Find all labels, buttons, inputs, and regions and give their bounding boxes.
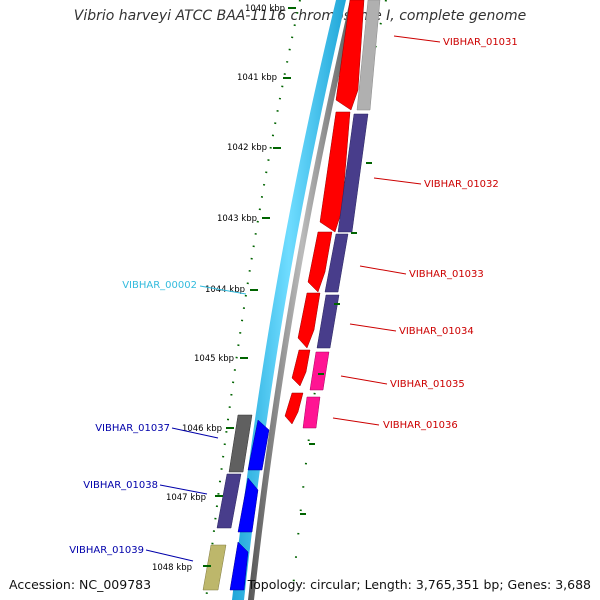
- tick-1042: 1042 kbp: [227, 143, 281, 153]
- tick-1044: 1044 kbp: [205, 285, 258, 295]
- backbone-track: [248, 0, 356, 600]
- cds-VIBHAR_01035[interactable]: [291, 349, 311, 387]
- gene-label-VIBHAR_01032[interactable]: VIBHAR_01032: [373, 177, 499, 190]
- genome-summary: Topology: circular; Length: 3,765,351 bp…: [247, 577, 591, 592]
- tick-1040: 1040 kbp: [245, 4, 296, 14]
- map-title: Vibrio harveyi ATCC BAA-1116 chromosome …: [73, 8, 527, 24]
- gene-name[interactable]: VIBHAR_01038: [83, 480, 158, 491]
- cog-box-VIBHAR_01034[interactable]: [316, 294, 340, 349]
- gene-label-VIBHAR_01037[interactable]: VIBHAR_01037: [95, 423, 219, 439]
- tick-label: 1041 kbp: [237, 73, 277, 83]
- cds-VIBHAR_01034[interactable]: [297, 292, 321, 349]
- tick-label: 1047 kbp: [166, 493, 206, 503]
- tick-1047: 1047 kbp: [166, 493, 223, 503]
- gene-label-VIBHAR_01036[interactable]: VIBHAR_01036: [332, 417, 458, 431]
- accession-text: Accession: NC_009783: [9, 577, 152, 592]
- cog-box-VIBHAR_01031[interactable]: [356, 0, 381, 111]
- gene-name[interactable]: VIBHAR_00002: [122, 280, 197, 291]
- cog-ruler-ticks: [300, 162, 372, 515]
- gene-name[interactable]: VIBHAR_01039: [69, 545, 144, 556]
- gene-name[interactable]: VIBHAR_01031: [443, 37, 518, 48]
- gene-name[interactable]: VIBHAR_01037: [95, 423, 170, 434]
- gene-name[interactable]: VIBHAR_01033: [409, 269, 484, 280]
- tick-1048: 1048 kbp: [152, 563, 211, 573]
- cog-box-VIBHAR_01039[interactable]: [202, 544, 227, 591]
- tick-label: 1040 kbp: [245, 4, 285, 14]
- cds-VIBHAR_01038[interactable]: [237, 477, 259, 533]
- cog-box-VIBHAR_01036[interactable]: [302, 396, 321, 429]
- tick-label: 1042 kbp: [227, 143, 267, 153]
- tick-label: 1043 kbp: [217, 214, 257, 224]
- tick-1043: 1043 kbp: [217, 214, 270, 224]
- cds-VIBHAR_01036[interactable]: [284, 392, 304, 425]
- tick-label: 1046 kbp: [182, 424, 222, 434]
- gene-name[interactable]: VIBHAR_01036: [383, 420, 458, 431]
- tick-label: 1045 kbp: [194, 354, 234, 364]
- cds-VIBHAR_01039[interactable]: [229, 541, 249, 591]
- cog-box-VIBHAR_01033[interactable]: [324, 233, 349, 293]
- tick-1045: 1045 kbp: [194, 354, 248, 364]
- tick-label: 1048 kbp: [152, 563, 192, 573]
- gene-label-VIBHAR_01034[interactable]: VIBHAR_01034: [349, 323, 474, 337]
- gene-label-VIBHAR_01038[interactable]: VIBHAR_01038: [83, 480, 208, 495]
- cds-VIBHAR_01037[interactable]: [247, 419, 270, 471]
- gene-name[interactable]: VIBHAR_01032: [424, 179, 499, 190]
- gene-label-VIBHAR_00002[interactable]: VIBHAR_00002: [122, 280, 247, 295]
- gene-name[interactable]: VIBHAR_01035: [390, 379, 465, 390]
- cog-box-VIBHAR_01037[interactable]: [228, 414, 253, 473]
- cds-VIBHAR_01033[interactable]: [307, 231, 333, 293]
- gene-name[interactable]: VIBHAR_01034: [399, 326, 474, 337]
- cog-box-VIBHAR_01038[interactable]: [216, 473, 242, 529]
- tick-1041: 1041 kbp: [237, 73, 291, 83]
- gene-label-VIBHAR_01031[interactable]: VIBHAR_01031: [393, 35, 518, 48]
- tick-1046: 1046 kbp: [182, 424, 234, 434]
- cds-VIBHAR_01031[interactable]: [335, 0, 365, 111]
- gene-label-VIBHAR_01039[interactable]: VIBHAR_01039: [69, 545, 194, 562]
- gene-label-VIBHAR_01033[interactable]: VIBHAR_01033: [359, 265, 484, 280]
- gene-label-VIBHAR_01035[interactable]: VIBHAR_01035: [340, 375, 465, 390]
- cog-box-VIBHAR_01035[interactable]: [309, 351, 330, 391]
